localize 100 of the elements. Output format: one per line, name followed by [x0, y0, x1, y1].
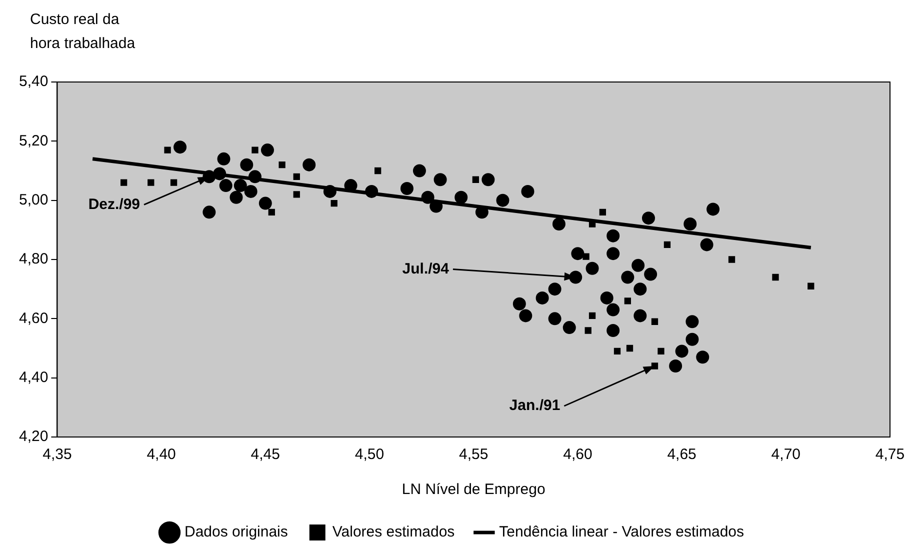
y-tick-label: 5,20 — [18, 132, 48, 150]
point — [658, 348, 664, 355]
point — [586, 262, 599, 275]
point — [606, 303, 620, 316]
x-tick-label: 4,40 — [146, 446, 176, 464]
point — [421, 190, 434, 204]
point — [454, 190, 468, 204]
point — [642, 212, 655, 225]
point — [700, 238, 714, 252]
point — [434, 173, 447, 186]
point — [706, 202, 720, 216]
point — [584, 327, 592, 334]
point — [302, 158, 316, 172]
point — [606, 324, 620, 337]
point — [234, 179, 247, 192]
point — [323, 184, 336, 198]
annotation: Jan./91 — [509, 397, 560, 414]
point — [213, 167, 226, 180]
point — [536, 291, 549, 304]
point — [268, 208, 275, 216]
point — [330, 200, 338, 207]
point — [230, 190, 243, 204]
point — [278, 162, 286, 168]
point — [606, 247, 620, 260]
x-tick-label: 4,35 — [42, 446, 72, 464]
point — [519, 309, 532, 322]
annotation: Jul./94 — [402, 260, 450, 278]
point — [675, 344, 688, 358]
point — [664, 241, 671, 248]
point — [552, 218, 566, 230]
point — [482, 173, 495, 186]
point — [686, 315, 699, 328]
point — [293, 173, 300, 180]
x-tick-label: 4,65 — [667, 446, 696, 464]
point — [669, 360, 682, 372]
point — [614, 348, 621, 355]
x-tick-label: 4,55 — [458, 446, 488, 464]
point — [400, 182, 414, 195]
point — [164, 146, 171, 154]
x-tick-label: 4,50 — [354, 446, 384, 464]
point — [293, 191, 300, 198]
point — [626, 344, 634, 352]
x-tick-label: 4,75 — [875, 446, 905, 464]
point — [148, 179, 154, 186]
point — [512, 297, 526, 310]
point — [651, 362, 658, 370]
legend-label: Dados originais — [184, 524, 288, 541]
point — [120, 179, 128, 186]
point — [219, 179, 232, 192]
point — [412, 164, 426, 178]
point — [684, 218, 697, 230]
point — [430, 200, 443, 213]
point — [548, 312, 562, 326]
point — [202, 206, 216, 219]
point — [600, 291, 614, 304]
legend-label: Valores estimados — [332, 524, 455, 541]
point — [248, 170, 262, 184]
y-tick-label: 5,00 — [18, 191, 48, 208]
point — [472, 176, 480, 183]
point — [244, 184, 258, 198]
point — [240, 158, 254, 172]
point — [217, 152, 230, 166]
point — [252, 146, 258, 154]
point — [651, 318, 658, 325]
legend-label: Tendência linear - Valores estimados — [499, 524, 744, 541]
point — [808, 282, 814, 290]
point — [606, 229, 620, 242]
point — [170, 179, 178, 186]
x-tick-label: 4,45 — [250, 446, 280, 464]
point — [562, 321, 576, 334]
x-axis-title: LN Nível de Emprego — [402, 481, 546, 498]
point — [365, 184, 378, 198]
point — [174, 140, 187, 154]
point — [728, 256, 736, 263]
point — [582, 253, 590, 260]
y-tick-label: 4,60 — [18, 310, 48, 327]
point — [599, 208, 606, 216]
point — [686, 332, 699, 346]
point — [644, 268, 658, 281]
y-axis-title: Custo real da hora trabalhada — [29, 10, 136, 54]
point — [621, 270, 634, 284]
point — [772, 274, 779, 281]
point — [521, 184, 534, 198]
point — [632, 258, 645, 272]
point — [258, 196, 272, 210]
y-tick-label: 4,20 — [18, 428, 48, 446]
point — [260, 144, 274, 157]
point — [696, 350, 710, 364]
y-tick-label: 5,40 — [18, 73, 48, 90]
x-tick-label: 4,60 — [563, 446, 592, 464]
y-tick-label: 4,40 — [18, 368, 48, 386]
y-tick-label: 4,80 — [18, 250, 48, 268]
point — [634, 309, 647, 322]
point — [374, 167, 382, 174]
annotation: Dez./99 — [88, 196, 140, 213]
point — [634, 282, 647, 296]
point — [548, 282, 562, 296]
point — [496, 194, 510, 207]
x-tick-label: 4,70 — [771, 446, 800, 464]
point — [588, 312, 596, 320]
